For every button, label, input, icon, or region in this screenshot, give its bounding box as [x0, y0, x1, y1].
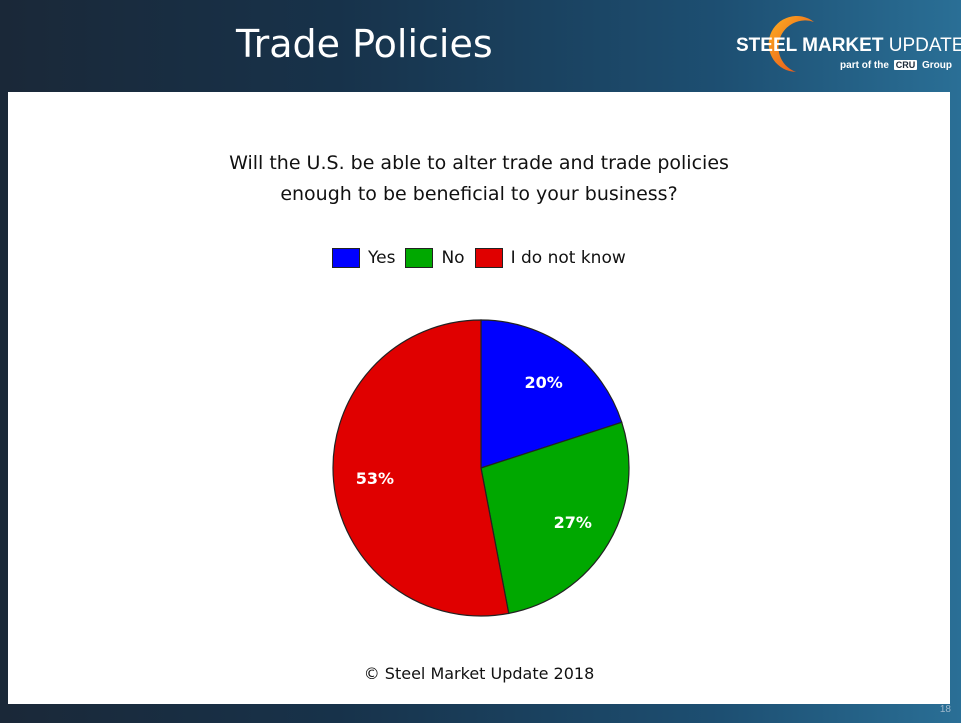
steel-market-update-logo: STEEL MARKET UPDATE part of the CRU Grou…: [720, 10, 961, 82]
logo-sub-prefix: part of the: [840, 60, 889, 71]
logo-wordmark: STEEL MARKET UPDATE: [736, 35, 961, 57]
logo-tagline: part of the CRU Group: [840, 60, 952, 71]
chart-title: Will the U.S. be able to alter trade and…: [8, 148, 950, 210]
slide-header: Trade Policies STEEL MARKET UPDATE part …: [0, 0, 961, 92]
copyright-text: © Steel Market Update 2018: [363, 664, 595, 683]
legend-label-no: No: [441, 248, 465, 268]
pie-slice-yes: [480, 319, 623, 469]
slide-title: Trade Policies: [236, 22, 493, 66]
slide-number: 18: [939, 704, 951, 715]
legend-swatch-unknown: [474, 248, 503, 268]
pie-chart: 20% 27% 53%: [332, 319, 630, 617]
pie-slice-no: [480, 421, 630, 615]
legend-item-no: No: [405, 248, 465, 268]
logo-sub-suffix: Group: [922, 60, 952, 71]
pie-slice-unknown: [332, 319, 510, 617]
legend-label-yes: Yes: [368, 248, 396, 268]
logo-name-bold: STEEL MARKET: [736, 35, 884, 56]
legend-label-unknown: I do not know: [510, 248, 626, 268]
chart-title-line-1: Will the U.S. be able to alter trade and…: [229, 152, 729, 174]
chart-title-line-2: enough to be beneficial to your business…: [280, 183, 678, 205]
pie-label-unknown: 53%: [356, 469, 394, 488]
pie-label-yes: 20%: [524, 373, 562, 392]
pie-label-no: 27%: [554, 513, 592, 532]
logo-name-rest: UPDATE: [888, 35, 961, 56]
legend-swatch-no: [405, 248, 434, 268]
legend-swatch-yes: [332, 248, 360, 268]
content-panel: Will the U.S. be able to alter trade and…: [8, 92, 950, 704]
legend-item-yes: Yes: [332, 248, 395, 268]
chart-legend: Yes No I do not know: [332, 246, 636, 270]
orange-swoosh-icon: [768, 16, 814, 72]
cru-badge: CRU: [893, 60, 918, 70]
legend-item-unknown: I do not know: [474, 248, 626, 268]
